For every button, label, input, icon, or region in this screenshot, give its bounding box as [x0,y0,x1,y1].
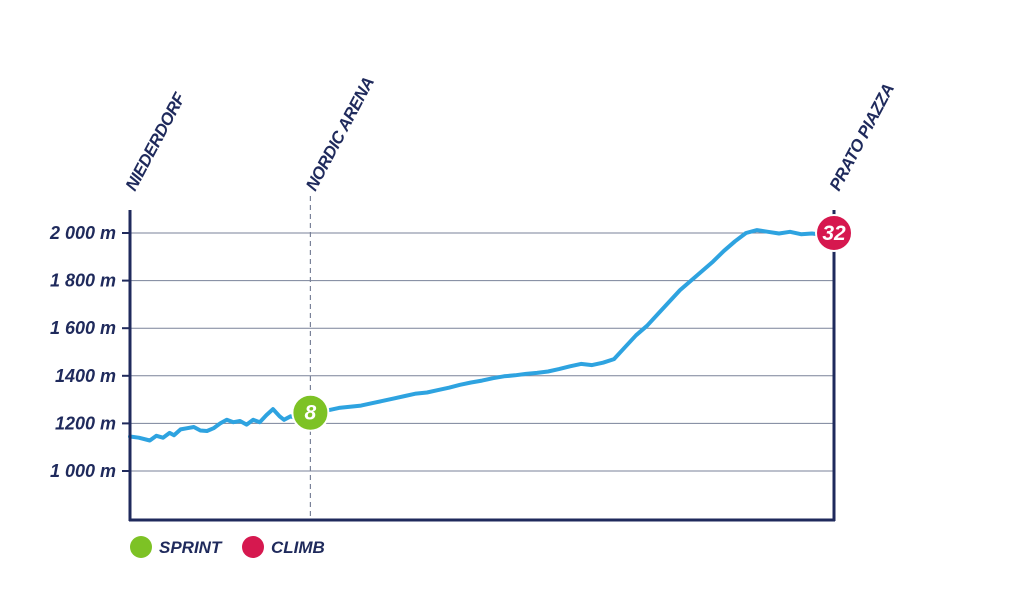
y-tick-label: 1 000 m [50,461,116,481]
sprint-marker-label: 8 [305,402,317,425]
y-tick-label: 1 800 m [50,271,116,291]
legend-swatch [242,536,264,558]
y-tick-label: 1 600 m [50,318,116,338]
y-axis-ticks: 1 000 m 1200 m 1400 m 1 600 m 1 800 m 2 000 m [49,223,130,481]
markers: 8 32 [291,214,853,432]
sprint-marker [291,393,330,432]
place-labels: NIEDERDORF NORDIC ARENA PRATO PIAZZA [122,74,898,520]
place-label: NORDIC ARENA [302,74,378,194]
legend-swatch [130,536,152,558]
place-label: PRATO PIAZZA [826,81,898,194]
y-tick-label: 1200 m [55,413,116,433]
elevation-line [128,228,836,443]
y-tick-label: 2 000 m [49,223,116,243]
legend-label: CLIMB [271,538,325,557]
gridlines [130,232,834,472]
climb-marker-label: 32 [822,222,846,245]
place-label: NIEDERDORF [122,89,190,194]
climb-marker [815,214,853,252]
axes [128,210,836,522]
y-tick-label: 1400 m [55,366,116,386]
legend-label: SPRINT [159,538,223,557]
legend: SPRINT CLIMB [130,536,325,558]
